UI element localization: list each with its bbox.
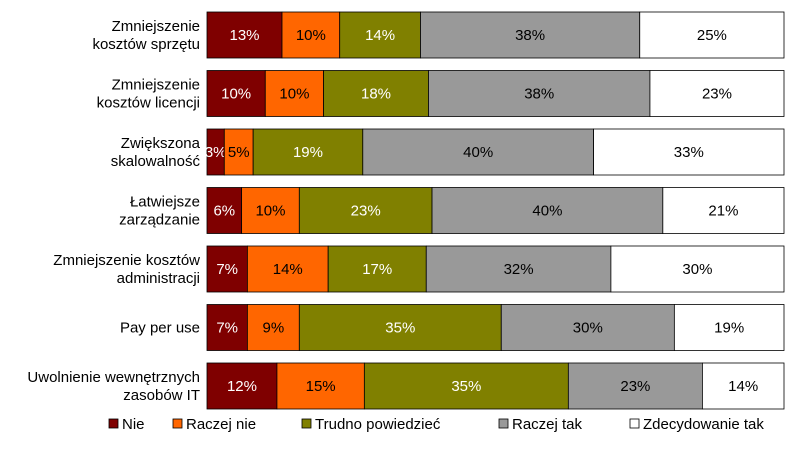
data-label: 21%: [708, 203, 738, 220]
data-label: 10%: [279, 86, 309, 103]
bar-segment: [649, 70, 785, 117]
legend-swatch: [301, 418, 312, 429]
data-label: 40%: [532, 203, 562, 220]
bar-segment: [281, 11, 341, 59]
bar-segment: [206, 187, 243, 234]
legend-label: Trudno powiedzieć: [315, 416, 441, 433]
category-label: Zwiększona skalowalność: [111, 135, 201, 170]
data-label: 3%: [205, 144, 227, 161]
bar-segment: [323, 70, 429, 117]
data-label: 10%: [255, 203, 285, 220]
category-label: Łatwiejsze zarządzanie: [119, 194, 200, 229]
bars-group: 13% 10% 14% 38% 25% 10% 10% 18% 38% 23% 3% 5% 19% 40%…: [205, 11, 785, 410]
bar-segment: [420, 11, 641, 59]
bar-segment: [610, 245, 785, 293]
bar-segment: [339, 11, 421, 59]
data-label: 30%: [573, 320, 603, 337]
data-label: 13%: [229, 27, 259, 44]
data-label: 25%: [697, 27, 727, 44]
data-label: 32%: [504, 261, 534, 278]
bar-segment: [662, 187, 785, 234]
bar-segment: [428, 70, 651, 117]
data-label: 7%: [216, 261, 238, 278]
category-label: Uwolnienie wewnętrznych zasobów IT: [27, 369, 200, 404]
bar-segment: [223, 128, 254, 176]
bar-segment: [252, 128, 364, 176]
data-label: 6%: [213, 203, 235, 220]
data-label: 18%: [361, 86, 391, 103]
data-label: 14%: [273, 261, 303, 278]
legend-swatch: [172, 418, 183, 429]
data-label: 10%: [221, 86, 251, 103]
legend-label: Raczej nie: [186, 416, 256, 433]
category-label: Zmniejszenie kosztów sprzętu: [92, 18, 200, 53]
data-label: 38%: [515, 27, 545, 44]
data-label: 17%: [362, 261, 392, 278]
category-labels: Zmniejszenie kosztów sprzętu Zmniejszenie k…: [27, 18, 200, 404]
data-label: 40%: [463, 144, 493, 161]
data-label: 30%: [682, 261, 712, 278]
data-label: 7%: [216, 320, 238, 337]
data-label: 15%: [306, 378, 336, 395]
data-label: 33%: [674, 144, 704, 161]
category-label: Pay per use: [120, 320, 200, 337]
bar-segment: [206, 304, 248, 351]
legend-swatch: [629, 418, 640, 429]
legend-label: Nie: [122, 416, 145, 433]
bar-segment: [327, 245, 427, 293]
data-label: 9%: [263, 320, 285, 337]
bar-segment: [425, 245, 612, 293]
bar-segment: [206, 362, 278, 410]
legend-label: Raczej tak: [512, 416, 583, 433]
data-label: 5%: [228, 144, 250, 161]
bar-segment: [276, 362, 365, 410]
data-label: 10%: [296, 27, 326, 44]
bar-segment: [567, 362, 703, 410]
bar-segment: [431, 187, 664, 234]
legend-label: Zdecydowanie tak: [643, 416, 764, 433]
data-label: 35%: [451, 378, 481, 395]
legend-swatch: [108, 418, 119, 429]
bar-segment: [246, 304, 300, 351]
data-label: 23%: [351, 203, 381, 220]
bar-segment: [246, 245, 329, 293]
bar-segment: [362, 128, 594, 176]
category-label: Zmniejszenie kosztów administracji: [53, 252, 200, 287]
data-label: 14%: [728, 378, 758, 395]
data-label: 23%: [702, 86, 732, 103]
data-label: 14%: [365, 27, 395, 44]
bar-segment: [593, 128, 785, 176]
data-label: 19%: [714, 320, 744, 337]
bar-segment: [673, 304, 785, 351]
data-label: 19%: [293, 144, 323, 161]
bar-segment: [206, 70, 266, 117]
bar-segment: [702, 362, 785, 410]
data-label: 35%: [385, 320, 415, 337]
data-label: 38%: [524, 86, 554, 103]
data-label: 12%: [227, 378, 257, 395]
category-label: Zmniejszenie kosztów licencji: [97, 77, 200, 112]
bar-segment: [639, 11, 785, 59]
bar-segment: [241, 187, 300, 234]
bar-segment: [264, 70, 324, 117]
legend-swatch: [498, 418, 509, 429]
bar-segment: [206, 11, 283, 59]
legend: Nie Raczej nie Trudno powiedzieć Raczej tak…: [108, 416, 764, 433]
data-label: 23%: [620, 378, 650, 395]
bar-segment: [298, 187, 433, 234]
